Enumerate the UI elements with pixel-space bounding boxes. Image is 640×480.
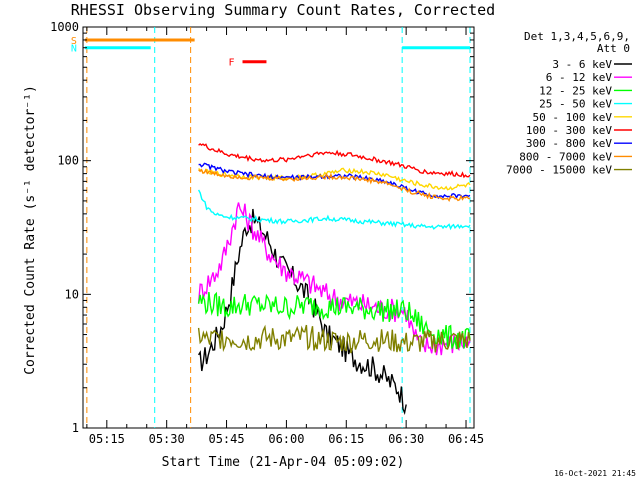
series-line-5 — [198, 142, 471, 179]
legend-label-4: 50 - 100 keV — [533, 111, 613, 124]
legend-label-5: 100 - 300 keV — [526, 124, 612, 137]
series-line-1 — [197, 202, 471, 356]
legend-label-6: 300 - 800 keV — [526, 137, 612, 150]
legend-label-0: 3 - 6 keV — [552, 58, 612, 71]
legend-header-0: Det 1,3,4,5,6,9, — [524, 30, 630, 43]
y-tick-label-2: 100 — [57, 154, 79, 168]
plot-frame — [82, 26, 475, 429]
chart-title: RHESSI Observing Summary Count Rates, Co… — [71, 1, 495, 19]
y-tick-label-0: 1 — [72, 421, 79, 435]
y-tick-label-1: 10 — [65, 287, 79, 301]
series-line-6 — [198, 162, 471, 200]
series-line-2 — [197, 291, 471, 350]
legend-header-1: Att 0 — [597, 42, 630, 55]
series-line-7 — [198, 168, 471, 202]
series-line-4 — [198, 167, 471, 191]
x-tick-label-5: 06:30 — [388, 432, 424, 446]
status-flags: SN F — [71, 36, 471, 69]
x-tick-label-4: 06:15 — [328, 432, 364, 446]
x-tick-label-3: 06:00 — [268, 432, 304, 446]
x-tick-label-6: 06:45 — [448, 432, 484, 446]
x-axis-label: Start Time (21-Apr-04 05:09:02) — [162, 455, 405, 470]
x-tick-label-2: 05:45 — [208, 432, 244, 446]
legend-label-2: 12 - 25 keV — [539, 84, 612, 97]
flag-label-0: S — [71, 36, 77, 47]
series-line-0 — [198, 208, 407, 416]
y-axis-label: Corrected Count Rate (s⁻¹ detector⁻¹) — [23, 85, 38, 375]
legend-label-8: 7000 - 15000 keV — [506, 164, 612, 177]
y-tick-label-3: 1000 — [50, 20, 79, 34]
legend-label-7: 800 - 7000 keV — [519, 150, 612, 163]
x-tick-label-1: 05:30 — [149, 432, 185, 446]
flag-label-3: F — [229, 58, 235, 69]
series-line-3 — [197, 189, 471, 231]
attenuator-markers — [86, 27, 471, 428]
flag-label-1: N — [71, 44, 77, 55]
legend-label-1: 6 - 12 keV — [546, 71, 613, 84]
y-axis-ticks: 1 10 100 1000 — [50, 20, 474, 435]
series-lines — [197, 142, 471, 416]
series-line-8 — [197, 324, 471, 354]
x-tick-label-0: 05:15 — [89, 432, 125, 446]
x-axis-ticks: 05:15 05:30 05:45 06:00 06:15 06:30 06:45 — [86, 27, 484, 446]
legend-label-3: 25 - 50 keV — [539, 98, 612, 111]
timestamp: 16-Oct-2021 21:45 — [554, 469, 636, 478]
